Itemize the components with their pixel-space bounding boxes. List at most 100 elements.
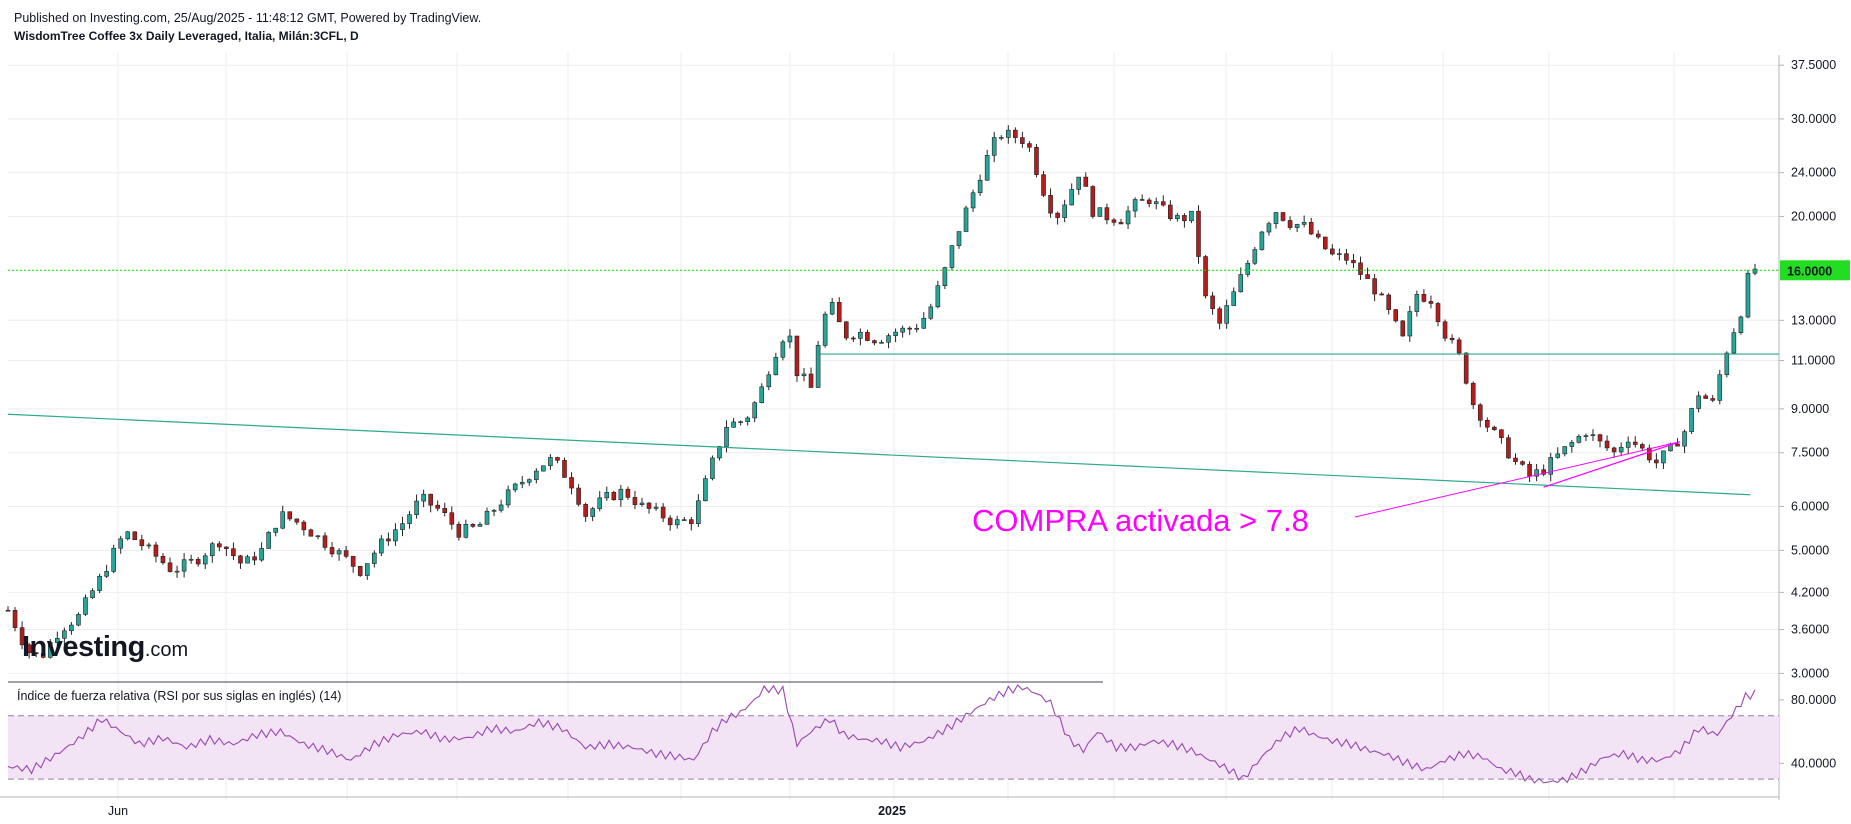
candle-body-95	[674, 519, 680, 526]
candle-body-68	[484, 510, 490, 525]
candle-body-182	[1287, 220, 1293, 228]
candle-body-15	[111, 547, 116, 572]
candle-body-203	[1435, 303, 1441, 323]
candle-body-48	[343, 550, 349, 557]
candle-body-42	[301, 521, 307, 531]
candle-body-34	[245, 556, 250, 564]
candle-body-173	[1224, 305, 1229, 324]
candle-body-66	[470, 524, 476, 527]
candle-body-128	[907, 327, 912, 330]
candle-body-153	[1083, 176, 1089, 187]
candle-body-240	[1696, 395, 1701, 409]
annotation-text: COMPRA activada > 7.8	[972, 503, 1309, 538]
candle-body-119	[843, 321, 849, 339]
candle-body-207	[1463, 352, 1469, 384]
candle-body-77	[548, 457, 553, 467]
investing-logo: Investing.com	[22, 631, 188, 664]
candle-body-52	[372, 552, 377, 564]
candle-body-194	[1372, 278, 1377, 295]
candle-body-113	[801, 373, 807, 377]
candle-body-103	[731, 421, 736, 428]
trendline-1	[1543, 441, 1681, 488]
candle-body-69	[491, 510, 497, 512]
candle-body-36	[259, 548, 264, 561]
instrument-title: WisdomTree Coffee 3x Daily Leveraged, It…	[14, 29, 359, 43]
candle-body-99	[703, 478, 708, 502]
candle-body-45	[322, 535, 328, 548]
candle-body-165	[1168, 204, 1173, 219]
candle-body-127	[900, 327, 905, 333]
candle-body-124	[879, 341, 884, 344]
candle-body-157	[1111, 219, 1117, 223]
candle-body-85	[604, 492, 610, 499]
trendline-0	[7, 413, 1751, 496]
candle-body-187	[1322, 236, 1328, 250]
candle-body-108	[766, 374, 772, 388]
candle-body-172	[1217, 308, 1222, 324]
candle-body-118	[836, 302, 842, 323]
candle-body-16	[118, 538, 124, 549]
candle-body-96	[681, 519, 687, 521]
price-tick-label-6: 11.0000	[1791, 354, 1835, 368]
candle-body-82	[583, 504, 588, 517]
candle-body-29	[209, 543, 215, 557]
candle-body-200	[1414, 294, 1420, 312]
candle-body-171	[1210, 295, 1215, 310]
candle-body-37	[266, 532, 271, 549]
candle-body-242	[1710, 398, 1716, 401]
candle-body-57	[407, 514, 412, 524]
candle-body-204	[1442, 321, 1448, 339]
candle-body-100	[710, 457, 715, 479]
candle-body-211	[1492, 426, 1497, 431]
candle-body-123	[872, 340, 877, 344]
candle-body-146	[1034, 146, 1039, 175]
candle-body-168	[1189, 210, 1194, 222]
candle-body-143	[1013, 129, 1018, 138]
candle-body-79	[562, 460, 567, 478]
candle-body-237	[1675, 443, 1680, 447]
candle-body-54	[386, 538, 391, 542]
candle-body-179	[1266, 223, 1272, 233]
candle-body-159	[1125, 210, 1131, 225]
candle-body-197	[1393, 309, 1399, 322]
logo-suffix: .com	[144, 639, 189, 661]
candle-body-145	[1027, 143, 1032, 148]
candle-body-114	[808, 373, 814, 388]
price-tick-label-8: 7.5000	[1791, 446, 1829, 460]
candle-body-150	[1062, 204, 1067, 218]
candle-body-226	[1597, 434, 1603, 442]
candle-body-112	[794, 335, 800, 377]
candle-body-18	[132, 531, 138, 540]
candle-body-49	[350, 556, 356, 567]
candle-body-117	[829, 302, 835, 315]
candle-body-72	[512, 483, 518, 491]
candle-body-212	[1499, 429, 1504, 438]
candle-body-215	[1520, 461, 1525, 465]
candle-body-102	[724, 427, 729, 447]
rsi-title: Índice de fuerza relativa (RSI por sus s…	[17, 688, 341, 703]
candle-body-13	[97, 575, 102, 591]
candle-body-122	[865, 331, 870, 341]
candle-body-167	[1182, 215, 1187, 222]
candle-body-152	[1076, 176, 1082, 190]
rsi-tick-label-1: 40.0000	[1791, 756, 1836, 770]
candle-body-138	[977, 179, 983, 194]
price-tick-label-0: 37.5000	[1791, 58, 1836, 72]
candle-body-27	[195, 558, 201, 565]
candle-body-115	[815, 345, 821, 388]
candle-body-210	[1485, 420, 1490, 428]
last-price-label: 16.0000	[1787, 264, 1832, 278]
logo-brand: Investing	[22, 631, 145, 663]
candle-body-162	[1146, 199, 1152, 204]
candle-body-161	[1139, 199, 1145, 201]
candle-body-19	[139, 539, 145, 547]
candle-body-120	[851, 337, 856, 340]
candle-body-199	[1407, 311, 1413, 337]
candle-body-201	[1421, 294, 1427, 302]
candle-body-218	[1541, 469, 1546, 475]
candle-body-101	[717, 446, 722, 459]
candle-body-1	[12, 610, 18, 628]
candle-body-180	[1273, 212, 1279, 224]
candle-body-76	[541, 465, 546, 472]
